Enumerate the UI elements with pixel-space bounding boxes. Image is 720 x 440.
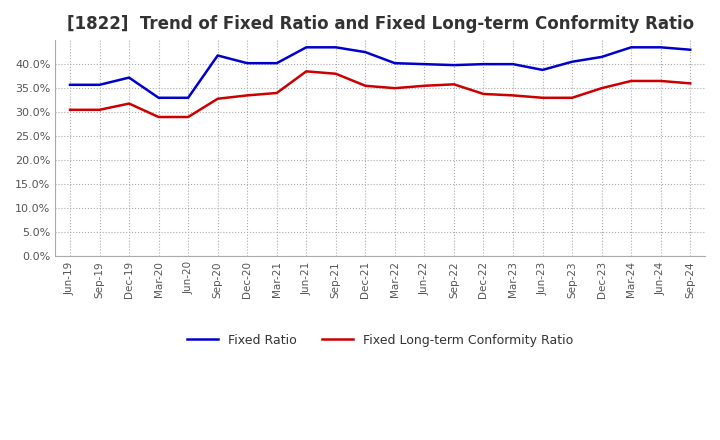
Fixed Ratio <box>95 82 104 88</box>
Fixed Long-term Conformity Ratio <box>657 78 665 84</box>
Fixed Ratio <box>184 95 192 100</box>
Fixed Long-term Conformity Ratio <box>302 69 310 74</box>
Fixed Long-term Conformity Ratio <box>272 90 281 95</box>
Fixed Ratio <box>627 45 636 50</box>
Fixed Long-term Conformity Ratio <box>95 107 104 113</box>
Fixed Ratio <box>480 62 488 67</box>
Fixed Long-term Conformity Ratio <box>66 107 74 113</box>
Fixed Ratio <box>125 75 133 80</box>
Legend: Fixed Ratio, Fixed Long-term Conformity Ratio: Fixed Ratio, Fixed Long-term Conformity … <box>181 327 580 353</box>
Fixed Ratio <box>420 62 428 67</box>
Fixed Ratio <box>686 47 695 52</box>
Fixed Long-term Conformity Ratio <box>598 85 606 91</box>
Fixed Ratio <box>272 61 281 66</box>
Fixed Long-term Conformity Ratio <box>686 81 695 86</box>
Fixed Ratio <box>390 61 399 66</box>
Fixed Ratio <box>361 49 369 55</box>
Fixed Ratio <box>598 54 606 59</box>
Line: Fixed Long-term Conformity Ratio: Fixed Long-term Conformity Ratio <box>70 71 690 117</box>
Title: [1822]  Trend of Fixed Ratio and Fixed Long-term Conformity Ratio: [1822] Trend of Fixed Ratio and Fixed Lo… <box>66 15 693 33</box>
Fixed Long-term Conformity Ratio <box>331 71 340 77</box>
Fixed Ratio <box>243 61 251 66</box>
Fixed Long-term Conformity Ratio <box>449 82 458 87</box>
Fixed Ratio <box>331 45 340 50</box>
Fixed Long-term Conformity Ratio <box>390 85 399 91</box>
Fixed Long-term Conformity Ratio <box>243 93 251 98</box>
Fixed Long-term Conformity Ratio <box>154 114 163 120</box>
Fixed Long-term Conformity Ratio <box>627 78 636 84</box>
Fixed Ratio <box>213 53 222 58</box>
Fixed Long-term Conformity Ratio <box>509 93 518 98</box>
Fixed Long-term Conformity Ratio <box>125 101 133 106</box>
Fixed Long-term Conformity Ratio <box>361 83 369 88</box>
Line: Fixed Ratio: Fixed Ratio <box>70 48 690 98</box>
Fixed Ratio <box>449 62 458 68</box>
Fixed Long-term Conformity Ratio <box>420 83 428 88</box>
Fixed Ratio <box>568 59 577 64</box>
Fixed Long-term Conformity Ratio <box>213 96 222 101</box>
Fixed Long-term Conformity Ratio <box>184 114 192 120</box>
Fixed Long-term Conformity Ratio <box>568 95 577 100</box>
Fixed Ratio <box>657 45 665 50</box>
Fixed Ratio <box>66 82 74 88</box>
Fixed Ratio <box>302 45 310 50</box>
Fixed Ratio <box>539 67 547 73</box>
Fixed Ratio <box>509 62 518 67</box>
Fixed Long-term Conformity Ratio <box>539 95 547 100</box>
Fixed Long-term Conformity Ratio <box>480 92 488 97</box>
Fixed Ratio <box>154 95 163 100</box>
